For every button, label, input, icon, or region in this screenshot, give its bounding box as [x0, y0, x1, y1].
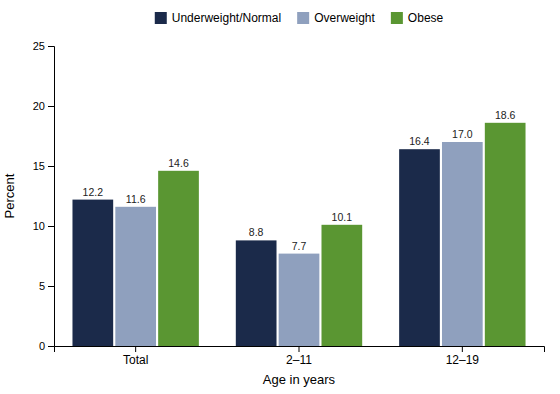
y-axis-line	[48, 47, 55, 347]
data-label: 11.6	[126, 193, 146, 205]
y-tick-label: 25	[33, 40, 45, 52]
data-label: 7.7	[292, 240, 307, 252]
legend-swatch	[297, 12, 309, 24]
data-label: 18.6	[495, 109, 516, 121]
bar	[115, 207, 156, 346]
y-tick-mark	[48, 166, 54, 167]
legend-swatch	[391, 12, 403, 24]
y-tick-mark	[48, 46, 54, 47]
x-tick: 12–19	[446, 346, 480, 367]
x-tick-mark	[135, 346, 136, 352]
x-tick-mark	[462, 346, 463, 352]
data-labels: 12.2 8.8 16.4 11.6 7.7 17.0 14.6 10.1 18.6	[83, 109, 516, 252]
legend-swatch	[155, 12, 167, 24]
chart-container: 12.2 8.8 16.4 11.6 7.7 17.0 14.6 10.1 18.6 Total 2…	[0, 0, 560, 394]
bar	[158, 171, 199, 346]
y-tick-label: 5	[39, 280, 45, 292]
y-tick: 25	[33, 40, 54, 52]
y-axis-title: Percent	[2, 173, 17, 218]
y-tick-label: 20	[33, 100, 45, 112]
x-tick-mark	[299, 346, 300, 352]
data-label: 12.2	[83, 186, 104, 198]
bar	[485, 123, 526, 346]
legend-label: Obese	[408, 11, 444, 25]
legend-item: Overweight	[297, 11, 375, 25]
x-tick: 2–11	[286, 346, 312, 367]
y-tick-label: 0	[39, 340, 45, 352]
y-tick-mark	[48, 106, 54, 107]
y-tick: 0	[39, 340, 54, 352]
bar	[442, 142, 483, 346]
data-label: 17.0	[452, 128, 473, 140]
legend: Underweight/Normal Overweight Obese	[155, 11, 444, 25]
y-tick: 5	[39, 280, 54, 292]
y-tick-mark	[48, 226, 54, 227]
y-tick-label: 10	[33, 220, 45, 232]
data-label: 14.6	[168, 157, 189, 169]
y-tick-label: 15	[33, 160, 45, 172]
x-tick: Total	[123, 346, 148, 367]
bar-series	[115, 142, 482, 346]
x-axis-title: Age in years	[263, 372, 336, 387]
y-axis: 0 5 10 15 20 25	[33, 40, 55, 352]
y-tick: 20	[33, 100, 54, 112]
y-tick-mark	[48, 346, 54, 347]
y-tick: 15	[33, 160, 54, 172]
chart-svg: 12.2 8.8 16.4 11.6 7.7 17.0 14.6 10.1 18.6 Total 2…	[0, 0, 560, 394]
y-tick-mark	[48, 286, 54, 287]
bar-series	[72, 149, 439, 346]
plot: 12.2 8.8 16.4 11.6 7.7 17.0 14.6 10.1 18.6 Total 2…	[2, 40, 545, 387]
bar	[399, 149, 440, 346]
x-tick-label: 12–19	[446, 353, 480, 367]
x-axis: Total 2–11 12–19	[55, 346, 545, 367]
bar	[279, 254, 320, 346]
bars	[72, 123, 525, 346]
y-tick: 10	[33, 220, 54, 232]
x-axis-line	[55, 347, 545, 353]
data-label: 8.8	[249, 226, 264, 238]
x-tick-label: 2–11	[286, 353, 312, 367]
data-label: 16.4	[409, 135, 430, 147]
legend-label: Underweight/Normal	[172, 11, 281, 25]
legend-item: Obese	[391, 11, 444, 25]
bar	[72, 200, 113, 346]
bar	[321, 225, 362, 346]
bar	[236, 240, 277, 346]
legend-label: Overweight	[314, 11, 375, 25]
legend-item: Underweight/Normal	[155, 11, 281, 25]
bar-series	[158, 123, 525, 346]
data-label: 10.1	[332, 211, 353, 223]
x-tick-label: Total	[123, 353, 148, 367]
